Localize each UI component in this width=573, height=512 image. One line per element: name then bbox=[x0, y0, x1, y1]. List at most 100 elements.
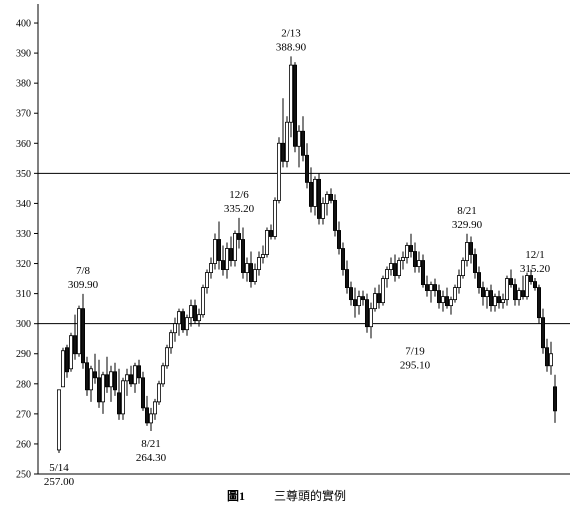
candle-body bbox=[460, 260, 465, 276]
candle-body bbox=[320, 203, 325, 219]
candle-body bbox=[352, 299, 357, 307]
candle-body bbox=[420, 260, 425, 285]
candle-body bbox=[468, 242, 473, 255]
candle bbox=[61, 347, 66, 388]
candle-body bbox=[340, 248, 345, 270]
candle-body bbox=[220, 260, 225, 270]
candle-body bbox=[464, 242, 469, 261]
y-tick-label: 300 bbox=[16, 319, 31, 330]
candle-body bbox=[344, 269, 349, 288]
candle bbox=[332, 194, 337, 237]
annotation: 7/19 295.10 bbox=[400, 345, 431, 371]
candle-body bbox=[508, 278, 513, 285]
candle bbox=[89, 365, 94, 402]
candle-body bbox=[73, 335, 78, 355]
candle bbox=[125, 368, 130, 396]
candle bbox=[136, 359, 141, 384]
candle bbox=[360, 290, 365, 306]
candle-body bbox=[280, 142, 285, 162]
candle bbox=[57, 389, 62, 453]
candle-body bbox=[424, 284, 429, 292]
candle-body bbox=[180, 311, 185, 331]
candle bbox=[156, 380, 161, 405]
candle bbox=[444, 287, 449, 309]
candle bbox=[521, 275, 526, 300]
y-tick-label: 320 bbox=[16, 259, 31, 270]
candle-body bbox=[228, 248, 233, 261]
y-axis: 250 260 270 280 290 300 310 320 330 340 350 360 370 3… bbox=[16, 4, 570, 481]
candle-body bbox=[268, 230, 273, 237]
candle-body bbox=[121, 380, 126, 415]
candle-body bbox=[488, 290, 493, 307]
candle bbox=[484, 287, 489, 309]
candle bbox=[472, 248, 477, 279]
annotation: 8/21 264.30 bbox=[136, 438, 167, 464]
candle bbox=[192, 299, 197, 324]
y-tick-label: 350 bbox=[16, 169, 31, 180]
candle-body bbox=[113, 371, 118, 391]
annotation-value: 388.90 bbox=[276, 41, 307, 53]
candle bbox=[264, 227, 269, 258]
candle bbox=[117, 368, 122, 420]
candle-body bbox=[156, 383, 161, 403]
candle-body bbox=[368, 308, 373, 328]
candle-body bbox=[384, 269, 389, 279]
candle-body bbox=[412, 251, 417, 267]
candle-body bbox=[500, 299, 505, 304]
candle bbox=[328, 188, 333, 204]
candle-body bbox=[529, 275, 534, 282]
candle-body bbox=[61, 350, 66, 388]
candle bbox=[388, 257, 393, 276]
candle bbox=[97, 359, 102, 408]
annotation-date: 2/13 bbox=[281, 27, 301, 39]
annotation-value: 309.90 bbox=[68, 279, 99, 291]
candle bbox=[496, 290, 501, 309]
candle-body bbox=[504, 278, 509, 301]
candle-body bbox=[109, 371, 114, 388]
candle-body bbox=[513, 284, 518, 301]
candle bbox=[368, 302, 373, 339]
candle bbox=[517, 287, 522, 306]
candle-body bbox=[328, 193, 333, 201]
candle-body bbox=[105, 374, 110, 388]
candle bbox=[240, 227, 245, 279]
candle bbox=[308, 167, 313, 213]
candle-body bbox=[408, 245, 413, 252]
candle-body bbox=[81, 308, 86, 364]
candle bbox=[268, 224, 273, 240]
candle bbox=[340, 242, 345, 276]
candle-body bbox=[392, 263, 397, 276]
candle-body bbox=[549, 353, 554, 367]
candle-body bbox=[288, 64, 293, 123]
candle bbox=[101, 371, 106, 414]
candle-body bbox=[125, 374, 130, 382]
candle bbox=[77, 305, 82, 357]
candle bbox=[216, 221, 221, 270]
candle bbox=[432, 278, 437, 297]
candle bbox=[140, 371, 145, 411]
candle bbox=[292, 62, 297, 153]
candle-body bbox=[176, 311, 181, 325]
candle bbox=[128, 365, 133, 387]
candle bbox=[344, 260, 349, 294]
annotation-value: 329.90 bbox=[452, 219, 483, 231]
candle-body bbox=[57, 389, 62, 451]
candle bbox=[113, 362, 118, 396]
candle-body bbox=[192, 305, 197, 322]
candle bbox=[324, 191, 329, 216]
candle-body bbox=[184, 317, 189, 331]
annotation-value: 335.20 bbox=[224, 203, 255, 215]
candle-body bbox=[152, 401, 157, 415]
candle-body bbox=[533, 281, 538, 289]
candle-body bbox=[232, 233, 237, 261]
candle bbox=[272, 197, 277, 240]
candle-body bbox=[160, 365, 165, 385]
candle-body bbox=[312, 178, 317, 207]
candle-body bbox=[440, 296, 445, 304]
candle bbox=[85, 356, 90, 396]
candle bbox=[105, 356, 110, 393]
candle-body bbox=[264, 230, 269, 255]
annotation-date: 8/21 bbox=[457, 205, 477, 217]
candle bbox=[440, 290, 445, 312]
candle bbox=[452, 284, 457, 303]
